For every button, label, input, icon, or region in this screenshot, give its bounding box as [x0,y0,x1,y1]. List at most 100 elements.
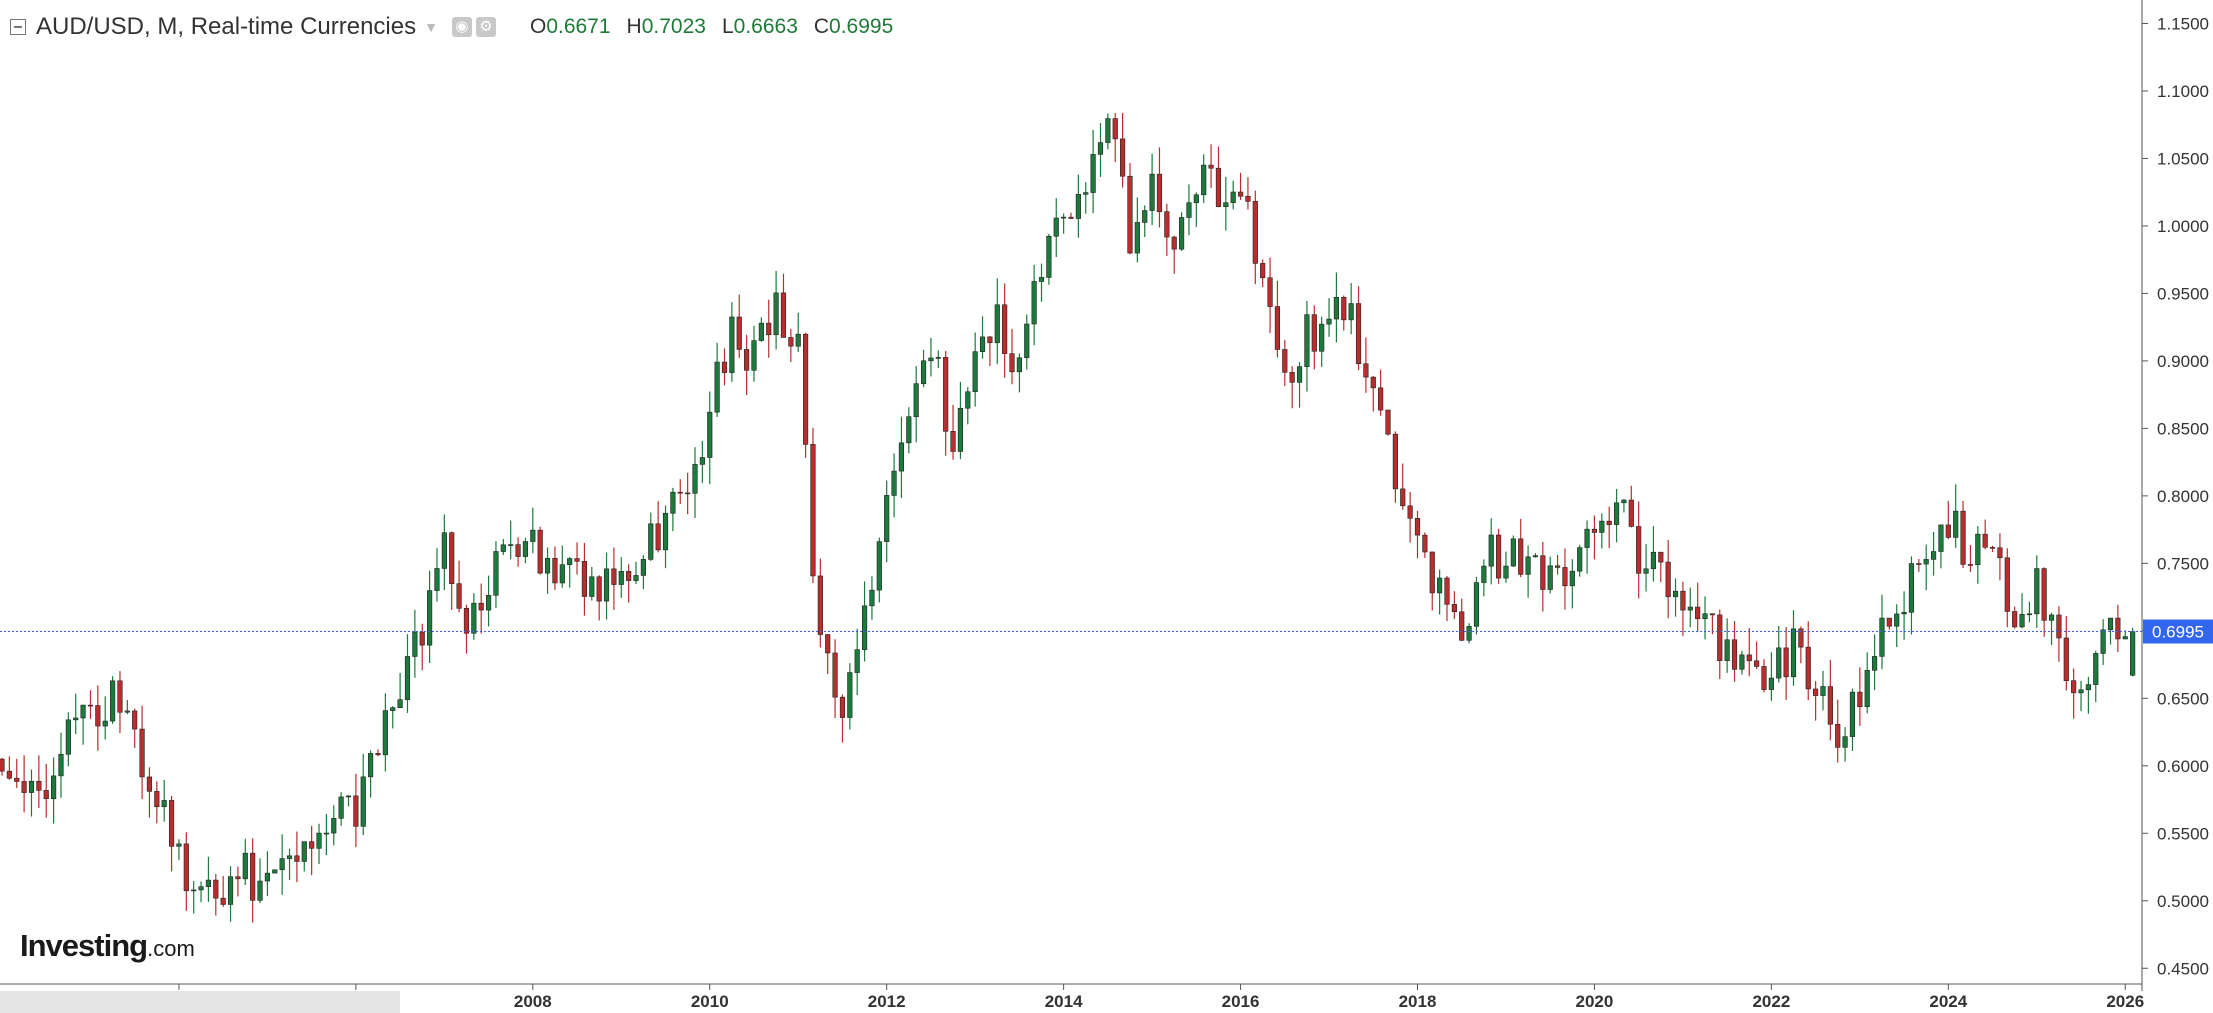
candle-body [183,843,189,892]
candle-body [87,704,94,707]
candle-body [146,776,153,792]
candle-body [670,491,676,514]
candle-body [1953,510,1959,538]
candle-body [220,897,226,905]
candle-body [382,710,388,756]
candle-body [1967,564,1974,566]
y-tick-label: 1.1500 [2157,14,2209,33]
y-tick-label: 0.6000 [2157,757,2209,776]
candle-body [1009,353,1015,373]
candle-body [2026,613,2032,616]
candle-body [1525,556,1531,575]
candle-body [2115,617,2121,640]
candle-body [1717,614,1723,661]
candle-body [1547,565,1553,590]
candle-body [1083,192,1089,195]
candle-body [773,292,779,336]
candle-body [1075,194,1081,219]
candle-body [987,336,993,344]
candle-body [51,775,57,800]
candle-body [1754,660,1760,667]
candle-body [1289,372,1295,383]
svg-text:0.6995: 0.6995 [2152,623,2204,642]
candle-body [1879,617,1885,657]
candle-body [485,595,492,611]
candle-body [574,558,580,562]
candle-body [309,841,315,849]
candle-body [943,357,949,432]
candle-body [1628,499,1634,527]
chart-scrollbar[interactable] [0,991,400,1013]
candle-body [1665,561,1671,598]
chart-legend: AUD/USD, M, Real-time Currencies ▼ ◉ ⚙ O… [10,10,893,44]
candle-body [368,753,374,778]
candle-body [1164,211,1170,238]
candle-body [1414,518,1421,536]
gear-icon[interactable]: ⚙ [475,17,496,37]
candle-body [1606,520,1612,525]
candle-body [522,541,529,557]
candle-body [2093,653,2099,685]
candle-body [449,532,455,584]
candle-body [1171,236,1177,250]
candle-body [508,544,514,546]
candle-body [1407,505,1413,519]
candle-body [1378,387,1384,411]
collapse-icon[interactable] [10,19,26,35]
candle-body [345,795,352,798]
candle-body [795,333,801,347]
candle-body [1989,546,1996,549]
candle-body [884,495,890,542]
candle-body [1901,611,1907,615]
candle-body [1510,538,1516,567]
visibility-icon[interactable]: ◉ [451,17,472,37]
candle-body [1798,628,1804,648]
candle-body [1097,142,1104,155]
candle-body [618,571,624,585]
candle-body [1783,647,1789,678]
x-tick-label: 2024 [1929,992,1967,1011]
candle-body [1827,686,1833,725]
candle-body [559,564,565,584]
close-value: C0.6995 [813,15,894,38]
candle-body [1776,647,1782,679]
candle-body [1532,555,1539,558]
candle-body [1982,533,1988,548]
candle-body [1002,304,1008,354]
candle-body [110,680,116,722]
candle-body [1223,202,1229,207]
candle-body [1650,551,1657,570]
y-tick-label: 0.8500 [2157,419,2209,438]
candle-body [611,568,617,585]
y-tick-label: 0.4500 [2157,959,2209,978]
candle-body [1363,363,1369,378]
chevron-down-icon[interactable]: ▼ [424,19,438,35]
candle-body [80,704,86,719]
candle-body [154,791,160,808]
candle-body [1053,217,1059,237]
candle-body [957,407,963,452]
y-tick-label: 1.0000 [2157,217,2209,236]
x-tick-label: 2008 [514,992,552,1011]
candle-body [1149,173,1155,211]
candle-body [1872,656,1878,671]
candle-body [1938,524,1944,552]
candle-body [1768,677,1774,690]
candle-body [65,719,71,755]
investing-logo: Investing.com [20,928,195,963]
candle-body [854,649,860,673]
candle-body [1127,175,1133,254]
candle-body [751,340,757,371]
candle-body [803,333,809,445]
candle-body [2100,629,2106,654]
candle-body [2048,614,2055,621]
candle-body [0,758,5,772]
candle-body [1038,277,1045,282]
candle-body [427,590,433,646]
candle-body [1031,281,1037,325]
candle-body [1311,314,1317,352]
candle-body [1237,191,1244,197]
y-tick-label: 0.6500 [2157,689,2209,708]
